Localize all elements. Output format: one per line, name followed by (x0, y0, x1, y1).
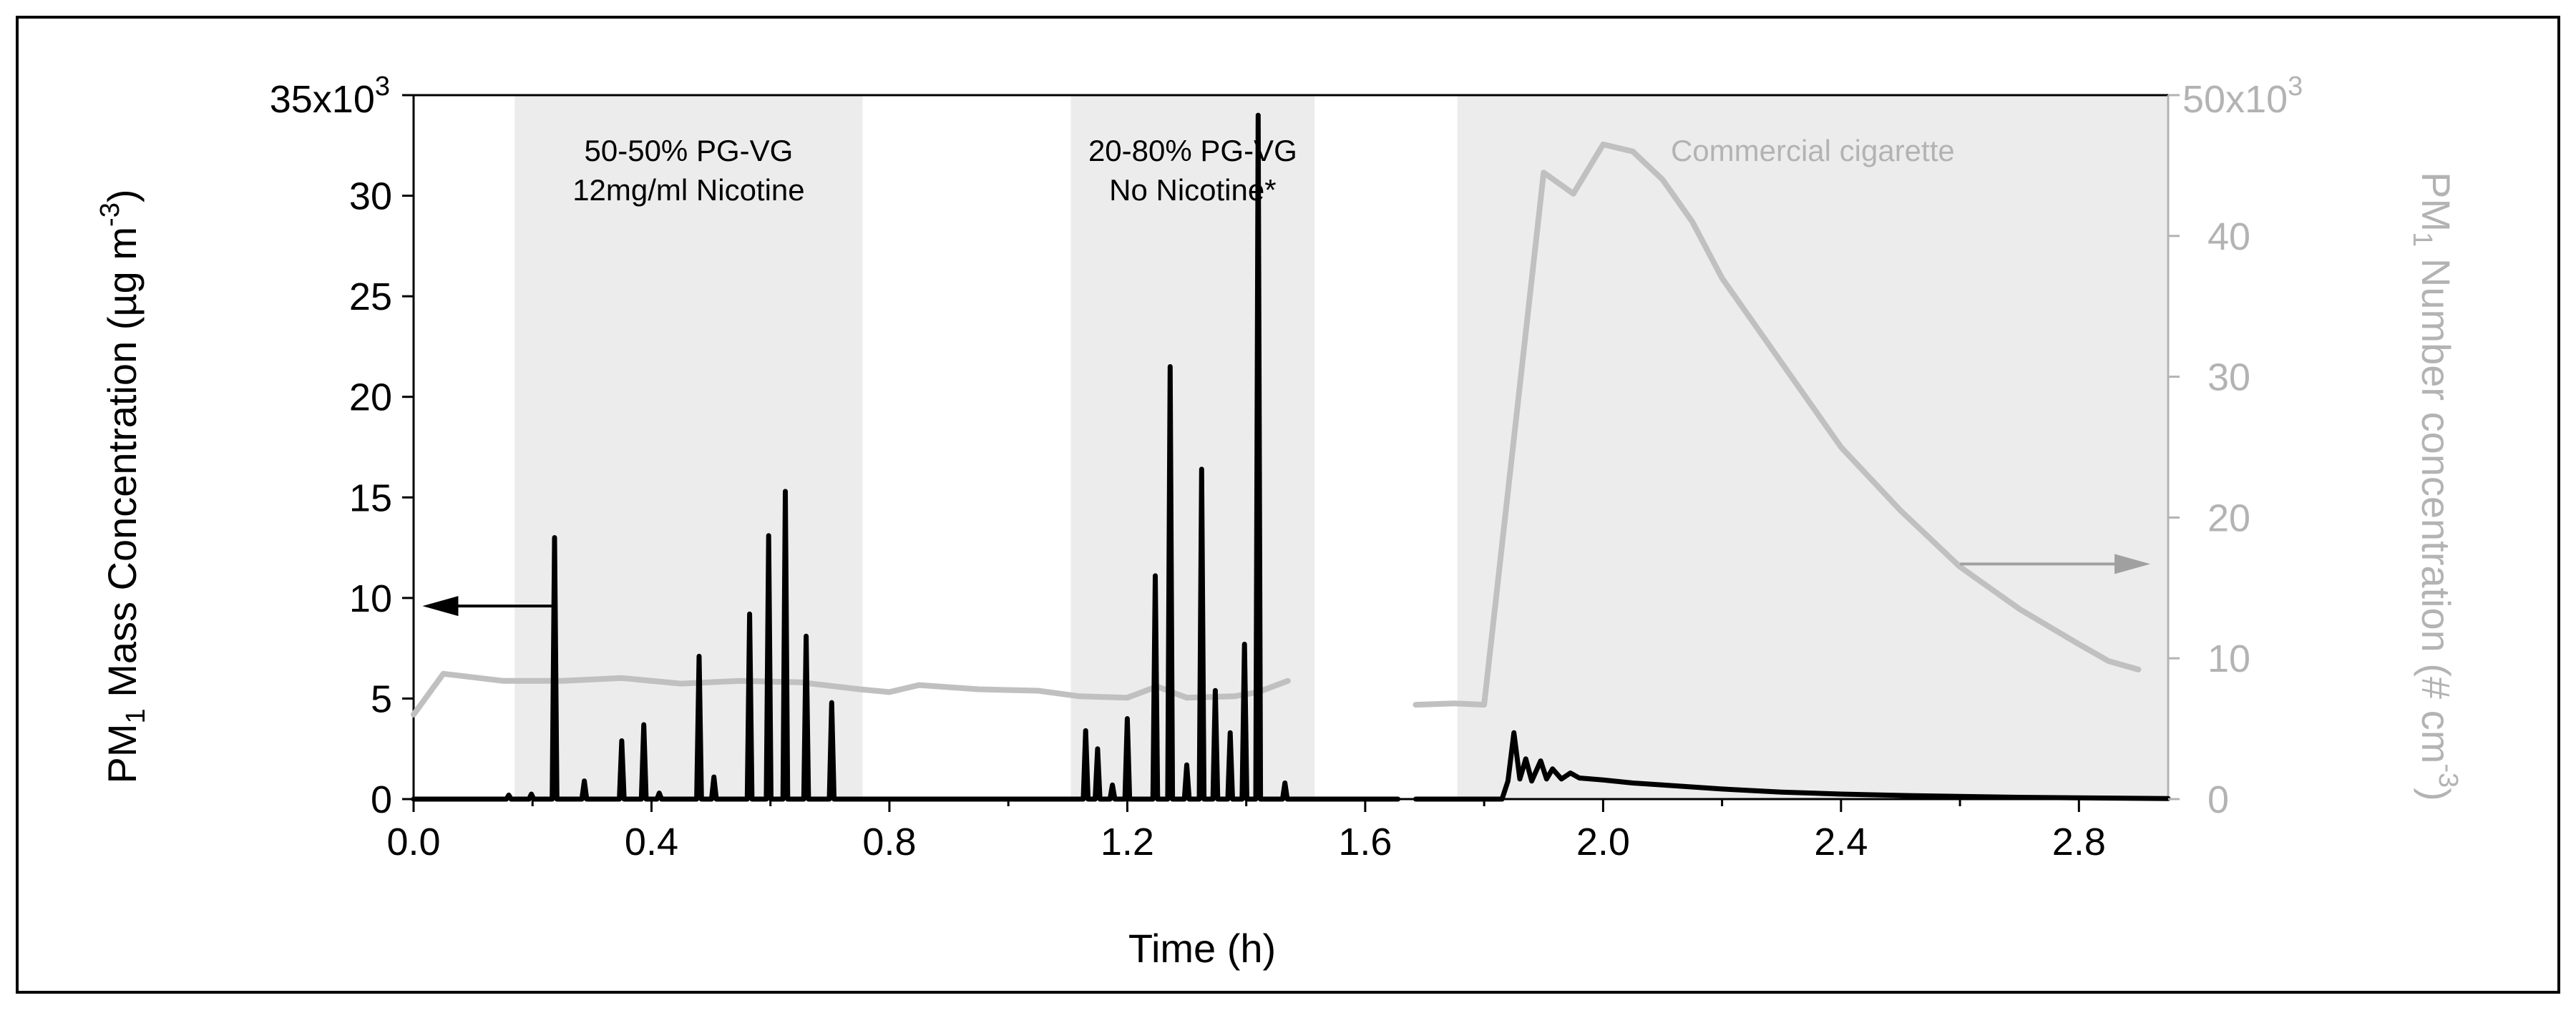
x-tick-label: 0.8 (862, 821, 916, 863)
figure-frame (16, 16, 2560, 994)
left-tick-label: 20 (349, 376, 392, 419)
right-tick-label: 30 (2207, 356, 2250, 399)
right-tick-label: 20 (2207, 496, 2250, 539)
x-tick-label: 0.4 (625, 821, 678, 863)
right-axis-top-tick: 50x103 (2182, 72, 2303, 121)
right-tick-label: 40 (2207, 215, 2250, 258)
x-axis: 0.0 0.4 0.8 1.2 1.6 2.0 2.4 2.8 (386, 799, 2106, 863)
region-label-0-line-1: 12mg/ml Nicotine (572, 173, 804, 207)
region-label-1-line-1: No Nicotine* (1109, 173, 1276, 207)
right-axis-title: PM1 Number concentration (# cm-3) (2407, 172, 2463, 801)
left-tick-label: 30 (349, 175, 392, 218)
x-tick-label: 2.8 (2052, 821, 2106, 863)
x-tick-label: 2.0 (1576, 821, 1630, 863)
series-right-segment-0 (411, 670, 1291, 718)
shaded-region-1 (1070, 95, 1315, 799)
series-right-segment-1 (1413, 141, 2142, 708)
x-axis-title: Time (h) (1128, 926, 1276, 971)
region-labels: 50-50% PG-VG 12mg/ml Nicotine 20-80% PG-VG… (572, 134, 1955, 207)
left-axis: 0 5 10 15 20 25 30 (349, 94, 414, 821)
series-left-segment-0 (411, 112, 1401, 802)
x-tick-label: 1.2 (1101, 821, 1154, 863)
region-label-1-line-0: 20-80% PG-VG (1088, 134, 1297, 167)
left-axis-top-tick: 35x103 (270, 72, 390, 121)
right-axis: 0 10 20 30 40 (2168, 94, 2250, 821)
x-tick-label: 2.4 (1814, 821, 1868, 863)
left-tick-label: 5 (371, 677, 392, 720)
region-label-2-line-0: Commercial cigarette (1671, 134, 1955, 167)
left-tick-label: 25 (349, 275, 392, 318)
series-layer (411, 112, 2171, 802)
left-tick-label: 10 (349, 577, 392, 620)
series-left-segment-1 (1413, 730, 2171, 802)
arrow-left-head (422, 596, 459, 617)
region-label-0-line-0: 50-50% PG-VG (585, 134, 794, 167)
arrow-right-head (2114, 554, 2151, 574)
left-tick-label: 15 (349, 476, 392, 519)
right-tick-label: 0 (2207, 778, 2229, 821)
arrows (422, 554, 2151, 617)
x-tick-label: 0.0 (386, 821, 440, 863)
x-tick-label: 1.6 (1338, 821, 1392, 863)
left-tick-label: 0 (371, 778, 392, 821)
right-tick-label: 10 (2207, 637, 2250, 680)
left-axis-title: PM1 Mass Concentration (µg m-3) (95, 190, 151, 784)
shaded-region-2 (1457, 95, 2168, 799)
